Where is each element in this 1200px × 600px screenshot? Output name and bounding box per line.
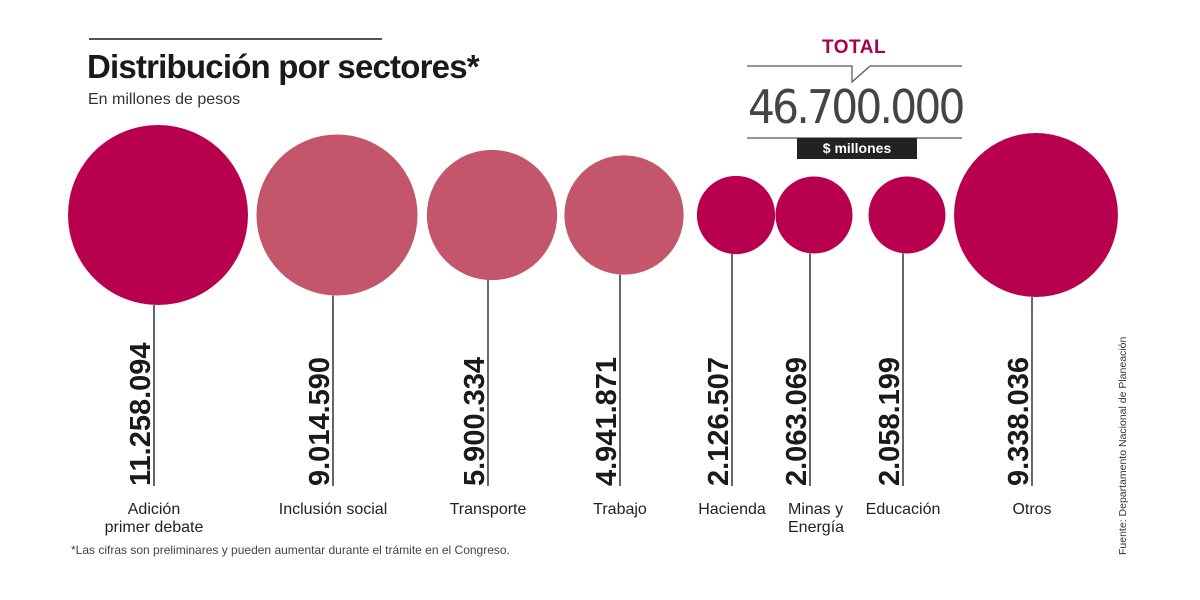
category-label: Inclusión social: [279, 501, 388, 518]
bubble: [954, 133, 1118, 297]
value-label: 2.058.199: [874, 357, 906, 486]
value-label: 2.126.507: [703, 357, 735, 486]
category-label: primer debate: [105, 519, 204, 536]
bubble-group: 9.014.590 Inclusión social: [256, 134, 418, 518]
total-value: 46.700.000: [748, 80, 965, 134]
bubble-group: 2.058.199 Educación: [866, 176, 946, 518]
category-label: Educación: [866, 501, 941, 518]
category-label: Transporte: [450, 501, 527, 518]
bubble-group: 9.338.036 Otros: [954, 133, 1118, 518]
bubble: [68, 125, 248, 305]
bubble: [868, 176, 946, 254]
total-units-badge: $ millones: [797, 138, 917, 159]
bubble-group: 5.900.334 Transporte: [426, 149, 558, 518]
bubble: [696, 175, 776, 255]
value-label: 9.014.590: [304, 357, 336, 486]
category-label: Minas y: [788, 501, 843, 518]
chart-title: Distribución por sectores*: [87, 48, 480, 85]
bubble: [564, 155, 684, 275]
category-label: Energía: [788, 519, 844, 536]
chart-subtitle: En millones de pesos: [88, 91, 241, 108]
category-label: Trabajo: [593, 501, 647, 518]
footnote: *Las cifras son preliminares y pueden au…: [71, 543, 510, 557]
bubble-group: 4.941.871 Trabajo: [564, 155, 684, 518]
value-label: 4.941.871: [591, 357, 623, 486]
bubble-group: 2.126.507 Hacienda: [696, 175, 776, 518]
bubble: [426, 149, 558, 281]
total-label: TOTAL: [822, 37, 887, 58]
value-label: 2.063.069: [781, 357, 813, 486]
bubble: [775, 176, 853, 254]
bubble: [256, 134, 418, 296]
source-note: Fuente: Departamento Nacional de Planeac…: [1117, 336, 1129, 555]
category-label: Otros: [1012, 501, 1051, 518]
category-label: Hacienda: [698, 501, 766, 518]
category-label: Adición: [128, 501, 180, 518]
value-label: 9.338.036: [1003, 357, 1035, 486]
title-rule: [89, 38, 382, 40]
value-label: 5.900.334: [459, 357, 491, 486]
value-label: 11.258.094: [125, 342, 157, 486]
